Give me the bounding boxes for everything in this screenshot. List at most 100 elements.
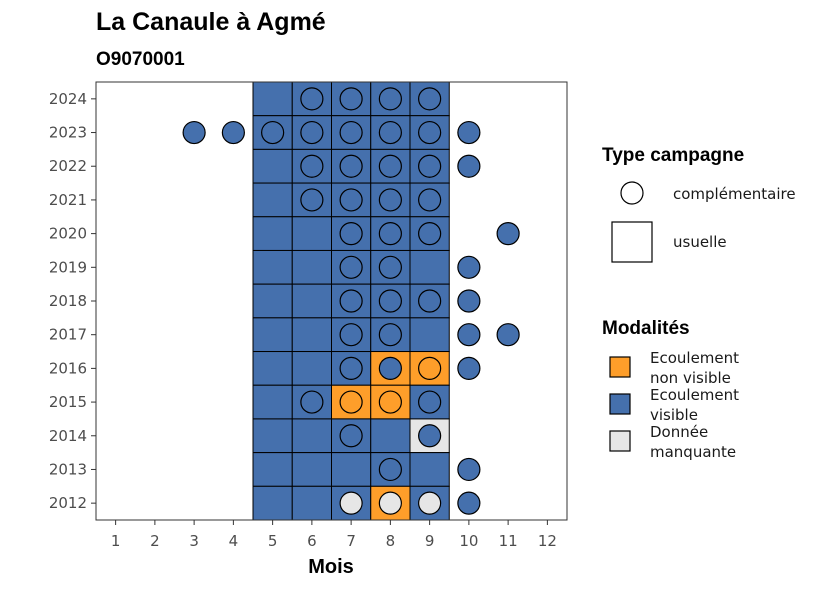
point-2013-8 xyxy=(378,457,402,482)
y-tick-label: 2017 xyxy=(49,326,87,344)
point-2015-7 xyxy=(339,390,363,414)
point-2024-6 xyxy=(300,87,324,111)
y-tick-label: 2012 xyxy=(49,494,87,512)
y-tick-label: 2016 xyxy=(49,359,87,377)
legend-type-title: Type campagne xyxy=(602,145,744,166)
point-2016-7 xyxy=(339,356,363,380)
tile-2019-6 xyxy=(291,249,332,285)
x-tick-label: 1 xyxy=(111,532,121,550)
point-2016-10 xyxy=(457,356,481,380)
legend-modalite-label: non visible xyxy=(650,369,731,387)
point-2021-7 xyxy=(339,188,363,212)
y-tick-label: 2024 xyxy=(49,90,87,108)
point-2016-8 xyxy=(378,356,402,380)
point-2012-9 xyxy=(418,491,442,515)
tile-2013-5 xyxy=(252,452,293,487)
legend-complementaire-key xyxy=(620,181,644,205)
tile-2015-5 xyxy=(252,384,293,420)
legend-modalite-key xyxy=(609,356,631,378)
x-tick-label: 2 xyxy=(150,532,160,550)
point-2024-8 xyxy=(378,87,402,111)
x-tick-label: 10 xyxy=(459,532,478,550)
tile-2017-9 xyxy=(409,317,450,353)
point-2013-10 xyxy=(457,457,481,482)
point-2021-8 xyxy=(378,188,402,212)
x-tick-label: 9 xyxy=(425,532,435,550)
point-2019-10 xyxy=(457,255,481,279)
point-2018-10 xyxy=(457,289,481,313)
point-2023-5 xyxy=(261,120,285,145)
tile-2016-6 xyxy=(291,351,332,386)
legend-modalite-label: Ecoulement xyxy=(650,386,739,404)
tile-2014-5 xyxy=(252,418,293,454)
point-2017-10 xyxy=(457,323,481,347)
point-2023-8 xyxy=(378,120,402,145)
point-2024-9 xyxy=(418,87,442,111)
tile-2013-9 xyxy=(409,452,450,487)
point-2015-8 xyxy=(378,390,402,414)
y-axis: 2012 2013 2014 2015 2016 2017 2018 2019 2020 2021… xyxy=(49,90,96,512)
point-2019-8 xyxy=(378,255,402,279)
complementaire-points xyxy=(182,87,520,515)
legend-complementaire-label: complémentaire xyxy=(673,185,796,203)
point-2018-8 xyxy=(378,289,402,313)
tile-2018-5 xyxy=(252,283,293,319)
point-2021-6 xyxy=(300,188,324,212)
legend-modalites-title: Modalités xyxy=(602,318,690,339)
point-2022-6 xyxy=(300,154,324,178)
legend-modalite-label: visible xyxy=(650,406,698,424)
point-2023-4 xyxy=(221,120,245,145)
point-2020-11 xyxy=(496,222,520,246)
x-tick-label: 12 xyxy=(538,532,557,550)
point-2016-9 xyxy=(418,356,442,380)
chart-subtitle: O9070001 xyxy=(96,49,185,70)
x-tick-label: 3 xyxy=(189,532,199,550)
point-2021-9 xyxy=(418,188,442,212)
point-2017-7 xyxy=(339,323,363,347)
x-tick-label: 4 xyxy=(229,532,239,550)
point-2022-7 xyxy=(339,154,363,178)
x-tick-label: 5 xyxy=(268,532,278,550)
point-2015-6 xyxy=(300,390,324,414)
tile-2019-9 xyxy=(409,249,450,285)
legend-modalite-label: Ecoulement xyxy=(650,349,739,367)
y-tick-label: 2014 xyxy=(49,427,87,445)
point-2018-9 xyxy=(418,289,442,313)
legend-type-campagne: Type campagne complémentaire usuelle xyxy=(602,145,796,263)
tile-2016-5 xyxy=(252,351,293,386)
tile-2013-7 xyxy=(331,452,372,487)
y-tick-label: 2015 xyxy=(49,393,87,411)
tile-2012-5 xyxy=(252,485,293,521)
y-tick-label: 2018 xyxy=(49,292,87,310)
point-2017-11 xyxy=(496,323,520,347)
x-axis: 1 2 3 4 5 6 7 8 9 10 11 12 xyxy=(111,520,557,550)
y-tick-label: 2020 xyxy=(49,225,87,243)
x-tick-label: 7 xyxy=(346,532,356,550)
point-2012-8 xyxy=(378,491,402,515)
point-2023-9 xyxy=(418,120,442,145)
tile-2019-5 xyxy=(252,249,293,285)
y-tick-label: 2021 xyxy=(49,191,87,209)
tile-2017-5 xyxy=(252,317,293,353)
legend-usuelle-key xyxy=(611,221,653,263)
tile-2022-5 xyxy=(252,148,293,184)
point-2023-7 xyxy=(339,120,363,145)
point-2017-8 xyxy=(378,323,402,347)
y-tick-label: 2022 xyxy=(49,157,87,175)
point-2024-7 xyxy=(339,87,363,111)
point-2022-9 xyxy=(418,154,442,178)
legend-usuelle-label: usuelle xyxy=(673,233,727,251)
point-2020-7 xyxy=(339,222,363,246)
legend-modalite-key xyxy=(609,393,631,415)
point-2022-8 xyxy=(378,154,402,178)
point-2020-9 xyxy=(418,222,442,246)
tile-2017-6 xyxy=(291,317,332,353)
chart-title: La Canaule à Agmé xyxy=(96,8,326,36)
tile-2014-6 xyxy=(291,418,332,454)
usuelle-tiles xyxy=(252,81,450,521)
legend-modalite-label: manquante xyxy=(650,443,736,461)
legend-modalite-key xyxy=(609,430,631,452)
tile-2012-6 xyxy=(291,485,332,521)
point-2023-6 xyxy=(300,120,324,145)
